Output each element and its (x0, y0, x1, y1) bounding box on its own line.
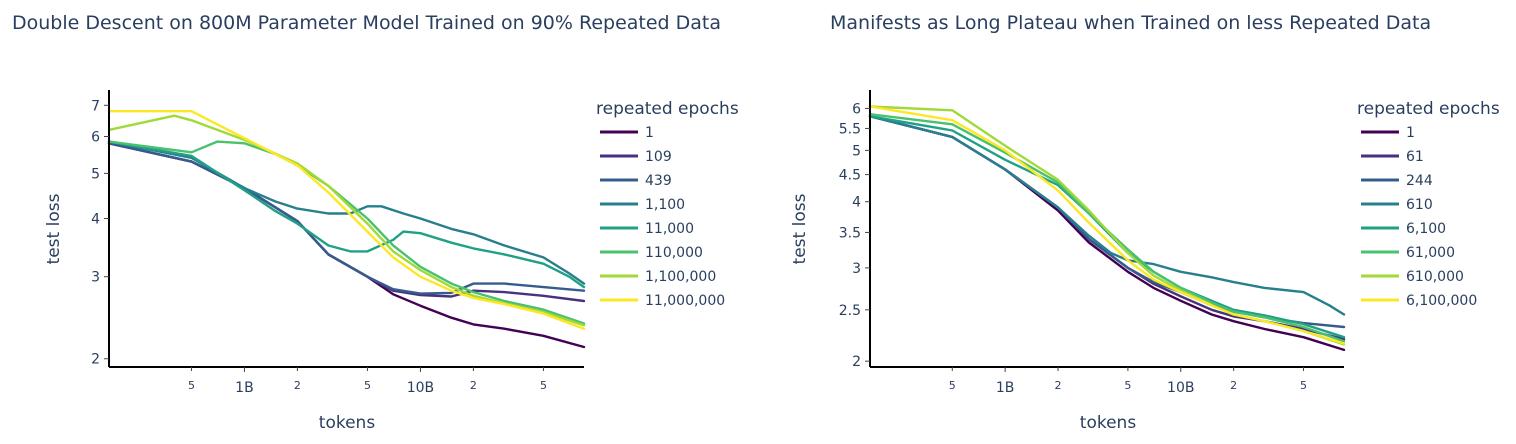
left-y-tick-label: 7 (91, 98, 100, 114)
left-series-line-2 (107, 142, 586, 303)
left-y-tick-label: 4 (91, 212, 100, 228)
right-chart-title: Manifests as Long Plateau when Trained o… (830, 12, 1431, 34)
left-legend-label-7: 1,100,000 (645, 269, 716, 285)
left-series-line-1 (107, 142, 586, 349)
right-x-minor-tick-label: 5 (1124, 379, 1131, 392)
left-x-minor-tick-label: 2 (294, 379, 301, 392)
right-legend-label-5: 6,100 (1406, 221, 1446, 237)
left-x-axis-title: tokens (319, 413, 376, 433)
right-series-line-7 (868, 105, 1346, 346)
left-series-line-3 (107, 142, 586, 295)
right-y-tick-label: 4 (852, 195, 861, 211)
right-legend-label-2: 61 (1406, 149, 1424, 165)
left-x-minor-tick-label: 5 (540, 379, 547, 392)
left-y-axis-title: test loss (44, 193, 64, 264)
right-legend-label-7: 610,000 (1406, 269, 1464, 285)
right-legend-label-1: 1 (1406, 125, 1415, 141)
left-series-line-8 (107, 110, 586, 330)
left-chart-title: Double Descent on 800M Parameter Model T… (12, 12, 721, 34)
right-x-minor-tick-label: 2 (1055, 379, 1062, 392)
right-y-tick-label: 3.5 (839, 225, 861, 241)
right-y-tick-label: 3 (852, 261, 861, 277)
right-x-major-tick-label: 10B (1167, 380, 1194, 396)
right-legend-title: repeated epochs (1357, 99, 1500, 119)
left-legend-label-1: 1 (645, 125, 654, 141)
right-y-tick-label: 6 (852, 101, 861, 117)
right-series-line-6 (868, 113, 1346, 343)
right-series-line-8 (868, 105, 1346, 345)
right-x-minor-tick-label: 5 (1300, 379, 1307, 392)
right-legend-label-6: 61,000 (1406, 245, 1455, 261)
left-legend-label-3: 439 (645, 173, 672, 189)
right-series-line-5 (868, 115, 1346, 339)
right-y-axis-title: test loss (790, 193, 810, 264)
left-series-line-4 (107, 140, 586, 285)
left-y-tick-label: 3 (91, 270, 100, 286)
right-y-tick-label: 2.5 (839, 303, 861, 319)
left-legend-label-4: 1,100 (645, 197, 685, 213)
right-x-minor-tick-label: 2 (1230, 379, 1237, 392)
right-y-tick-label: 5 (852, 143, 861, 159)
right-x-major-tick-label: 1B (996, 380, 1015, 396)
left-legend-label-5: 11,000 (645, 221, 694, 237)
left-x-major-tick-label: 10B (407, 380, 434, 396)
left-legend-title: repeated epochs (596, 99, 739, 119)
left-legend: 1 109 439 1,100 11,000 110,000 1,100,000 11,000… (600, 125, 725, 309)
right-y-tick-label: 2 (852, 354, 861, 370)
right-legend-label-3: 244 (1406, 173, 1433, 189)
left-y-tick-label: 2 (91, 352, 100, 368)
left-chart-plot: 2 3 4 5 6 7 1B 10B 5 2 5 2 5 (91, 90, 586, 396)
right-x-axis-title: tokens (1080, 413, 1137, 433)
left-legend-label-8: 11,000,000 (645, 293, 725, 309)
right-y-tick-label: 4.5 (839, 168, 861, 184)
right-legend-label-4: 610 (1406, 197, 1433, 213)
right-series-line-4 (868, 115, 1346, 316)
right-chart-plot: 2 2.5 3 3.5 4 4.5 5 5.5 6 1B 10B 5 2 5 2 5 (839, 90, 1346, 396)
right-series-line-3 (868, 115, 1346, 329)
left-x-minor-tick-label: 2 (470, 379, 477, 392)
left-x-minor-tick-label: 5 (188, 379, 195, 392)
left-x-major-tick-label: 1B (235, 380, 254, 396)
right-chart-panel: Manifests as Long Plateau when Trained o… (790, 12, 1500, 433)
right-series-line-2 (868, 115, 1346, 341)
left-chart-panel: Double Descent on 800M Parameter Model T… (12, 12, 739, 433)
left-series-line-6 (107, 140, 586, 325)
right-y-tick-label: 5.5 (839, 121, 861, 137)
left-legend-label-6: 110,000 (645, 245, 703, 261)
left-series-line-5 (107, 140, 586, 289)
right-x-minor-tick-label: 5 (949, 379, 956, 392)
left-x-minor-tick-label: 5 (364, 379, 371, 392)
left-y-tick-label: 6 (91, 129, 100, 145)
left-y-tick-label: 5 (91, 166, 100, 182)
right-legend-label-8: 6,100,000 (1406, 293, 1477, 309)
left-legend-label-2: 109 (645, 149, 672, 165)
right-legend: 1 61 244 610 6,100 61,000 610,000 6,100,000 (1361, 125, 1477, 309)
